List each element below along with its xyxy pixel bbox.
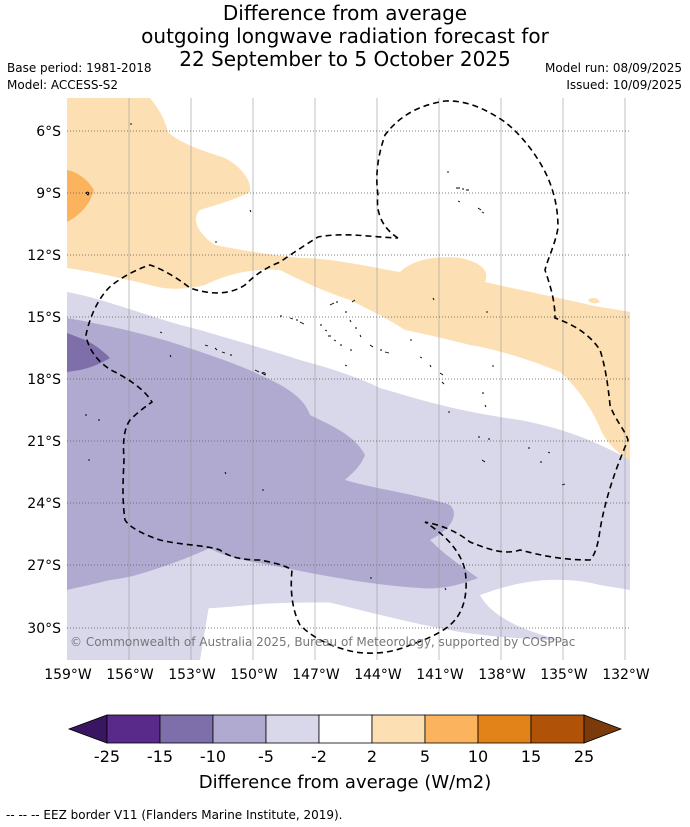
map-title-line2: outgoing longwave radiation forecast for bbox=[141, 24, 549, 48]
lon-label: 147°W bbox=[292, 667, 340, 683]
colorbar-tick: -10 bbox=[200, 747, 226, 766]
colorbar-swatch bbox=[265, 714, 320, 744]
colorbar-tick: 15 bbox=[521, 747, 541, 766]
colorbar-swatch bbox=[212, 714, 267, 744]
lat-label: 24°S bbox=[27, 496, 61, 512]
map-plot-area bbox=[67, 98, 630, 660]
lon-label: 141°W bbox=[416, 667, 464, 683]
colorbar-tick: -5 bbox=[258, 747, 274, 766]
colorbar-swatch bbox=[424, 714, 479, 744]
anomaly-region-orange bbox=[67, 170, 94, 222]
lat-label: 27°S bbox=[27, 558, 61, 574]
colorbar-tick: 5 bbox=[420, 747, 430, 766]
lon-label: 150°W bbox=[230, 667, 278, 683]
colorbar-tick: 10 bbox=[468, 747, 488, 766]
colorbar-tick: 25 bbox=[574, 747, 594, 766]
eez-borders bbox=[85, 100, 629, 654]
map-title-line3: 22 September to 5 October 2025 bbox=[179, 47, 511, 71]
islands bbox=[85, 123, 566, 591]
colorbar-tick: 2 bbox=[367, 747, 377, 766]
lat-label: 18°S bbox=[27, 372, 61, 388]
anomaly-region-light-pocket bbox=[67, 548, 400, 615]
anomaly-region-light-peach-northwest bbox=[67, 98, 630, 460]
colorbar-swatch bbox=[371, 714, 426, 744]
colorbar-title: Difference from average (W/m2) bbox=[199, 772, 491, 793]
lat-label: 15°S bbox=[27, 310, 61, 326]
lon-label: 144°W bbox=[354, 667, 402, 683]
lat-label: 12°S bbox=[27, 248, 61, 264]
map-title-line1: Difference from average bbox=[222, 1, 468, 25]
colorbar-swatch bbox=[106, 714, 161, 744]
latitude-labels: 6°S 9°S 12°S 15°S 18°S 21°S 24°S 27°S 30… bbox=[27, 124, 61, 637]
colorbar-swatch bbox=[530, 714, 585, 744]
colorbar: -25 -15 -10 -5 -2 2 5 10 15 25 Differenc… bbox=[67, 714, 623, 793]
colorbar-tick: -2 bbox=[311, 747, 327, 766]
map-latitude-lines bbox=[67, 130, 630, 629]
anomaly-region-medium-lavender bbox=[67, 318, 478, 590]
model-run-label: Model run: 08/09/2025 bbox=[544, 61, 682, 75]
lon-label: 135°W bbox=[540, 667, 588, 683]
colorbar-swatch bbox=[477, 714, 532, 744]
issued-label: Issued: 10/09/2025 bbox=[566, 78, 682, 92]
base-period-label: Base period: 1981-2018 bbox=[7, 61, 152, 75]
lat-label: 9°S bbox=[36, 186, 61, 202]
anomaly-region-neutral-gap bbox=[200, 594, 630, 660]
colorbar-tick: -15 bbox=[147, 747, 173, 766]
anomaly-region-dark-lavender bbox=[67, 333, 110, 372]
lon-label: 159°W bbox=[44, 667, 92, 683]
colorbar-tick: -25 bbox=[94, 747, 120, 766]
eez-border-cook-islands bbox=[85, 100, 629, 654]
colorbar-swatches bbox=[106, 714, 585, 744]
lon-label: 153°W bbox=[168, 667, 216, 683]
copyright-text: © Commonwealth of Australia 2025, Bureau… bbox=[70, 635, 575, 649]
lon-label: 138°W bbox=[478, 667, 526, 683]
colorbar-under-arrow bbox=[67, 714, 108, 744]
eez-legend-note: -- -- -- EEZ border V11 (Flanders Marine… bbox=[6, 808, 343, 822]
lon-label: 156°W bbox=[106, 667, 154, 683]
anomaly-region-neutral-gap-right bbox=[480, 579, 630, 655]
colorbar-over-arrow bbox=[583, 714, 623, 744]
lat-label: 21°S bbox=[27, 434, 61, 450]
longitude-labels: 159°W 156°W 153°W 150°W 147°W 144°W 141°… bbox=[44, 667, 650, 683]
colorbar-swatch bbox=[159, 714, 214, 744]
colorbar-swatch bbox=[318, 714, 373, 744]
lat-label: 6°S bbox=[36, 124, 61, 140]
lon-label: 132°W bbox=[602, 667, 650, 683]
lat-label: 30°S bbox=[27, 621, 61, 637]
model-label: Model: ACCESS-S2 bbox=[7, 78, 119, 92]
anomaly-region-small-peach bbox=[588, 297, 600, 304]
